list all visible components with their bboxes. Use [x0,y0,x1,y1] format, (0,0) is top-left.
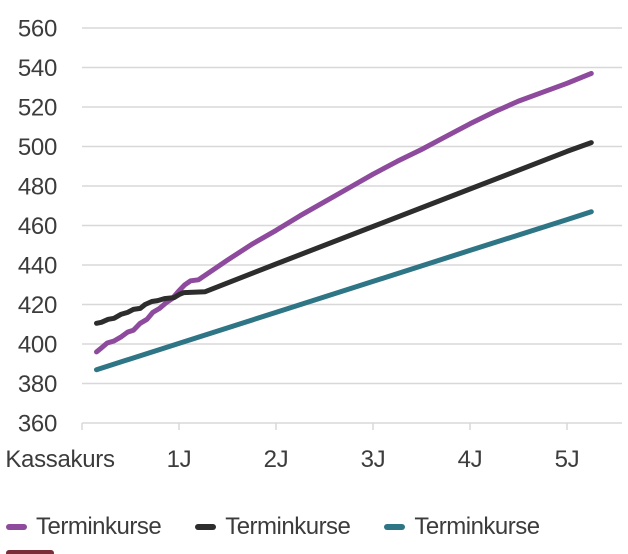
x-tick-label-1J: 1J [167,446,192,473]
legend-label: Terminkurse [225,513,351,540]
x-tick-label-2J: 2J [264,446,289,473]
cropped-element [6,550,54,554]
legend-label: Terminkurse [414,513,540,540]
y-tick-label-520: 520 [18,95,57,122]
legend-item-purple: Terminkurse [6,513,162,541]
y-tick-label-500: 500 [18,134,57,161]
legend-item-black: Terminkurse [195,513,351,541]
x-tick-label-5J: 5J [555,446,580,473]
y-tick-label-380: 380 [18,371,57,398]
y-tick-label-420: 420 [18,292,57,319]
legend-label: Terminkurse [36,513,162,540]
y-tick-label-480: 480 [18,174,57,201]
y-tick-label-440: 440 [18,253,57,280]
series-line-2 [94,209,594,373]
teal-line-swatch-icon [384,524,406,530]
chart-legend: Terminkurse Terminkurse Terminkurse [6,513,628,541]
x-tick-label-3J: 3J [361,446,386,473]
purple-line-swatch-icon [6,524,27,530]
y-tick-label-360: 360 [18,411,57,438]
x-tick-label-Kassakurs: Kassakurs [5,446,115,473]
y-tick-label-400: 400 [18,332,57,359]
plot-area: 360 380 400 420 440 460 480 500 520 540 560 Kassaku… [5,16,622,473]
legend-item-teal: Terminkurse [384,513,540,541]
black-line-swatch-icon [195,524,217,530]
y-tick-label-460: 460 [18,213,57,240]
x-tick-label-4J: 4J [458,446,483,473]
series-line-0 [94,70,594,355]
series-line-1 [94,140,594,326]
y-tick-label-560: 560 [18,16,57,43]
y-tick-label-540: 540 [18,55,57,82]
